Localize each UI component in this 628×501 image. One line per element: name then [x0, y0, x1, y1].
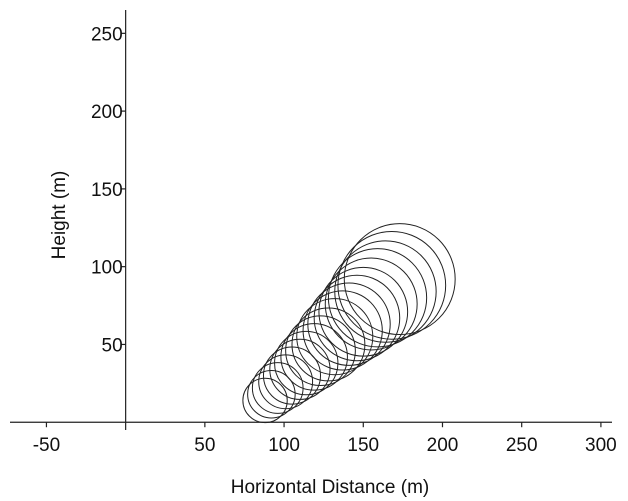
plume-circle: [285, 315, 356, 387]
y-tick-label: 50: [102, 335, 123, 356]
plume-circle: [313, 274, 401, 362]
plume-circle: [334, 240, 437, 343]
plume-circle: [274, 330, 339, 396]
x-tick-label: 200: [427, 435, 459, 456]
y-tick-label: 150: [91, 180, 123, 201]
y-tick-label: 100: [91, 258, 123, 279]
plume-circle: [291, 307, 366, 382]
x-tick-label: -50: [33, 435, 60, 456]
plume-circle: [247, 369, 296, 419]
plume-circle: [337, 230, 447, 340]
x-tick-label: 300: [585, 435, 617, 456]
plume-circle: [242, 377, 288, 424]
x-tick-label: 250: [506, 435, 538, 456]
y-tick-label: 200: [91, 102, 123, 123]
y-tick-label: 250: [91, 24, 123, 45]
plume-circle: [343, 223, 456, 336]
plume-circle: [324, 257, 418, 351]
x-axis-label: Horizontal Distance (m): [231, 477, 430, 498]
plume-circle: [251, 362, 304, 414]
y-axis-label: Height (m): [49, 171, 70, 260]
x-tick-label: 150: [347, 435, 379, 456]
plume-circle: [302, 290, 383, 371]
plume-circle: [318, 266, 409, 357]
plume-circle: [327, 248, 428, 348]
plume-circle: [269, 338, 331, 400]
x-tick-label: 50: [194, 435, 215, 456]
plume-circle: [307, 282, 391, 366]
x-tick-label: 100: [268, 435, 300, 456]
